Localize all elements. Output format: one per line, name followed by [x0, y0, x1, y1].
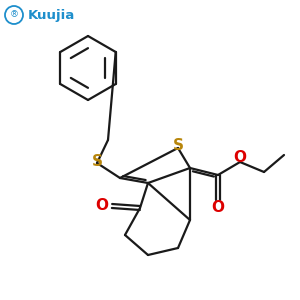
Text: Kuujia: Kuujia	[28, 8, 75, 22]
Text: ®: ®	[10, 11, 19, 20]
Text: O: O	[95, 199, 109, 214]
Text: O: O	[212, 200, 224, 215]
Text: S: S	[172, 139, 184, 154]
Text: S: S	[92, 154, 103, 169]
Text: O: O	[233, 151, 247, 166]
